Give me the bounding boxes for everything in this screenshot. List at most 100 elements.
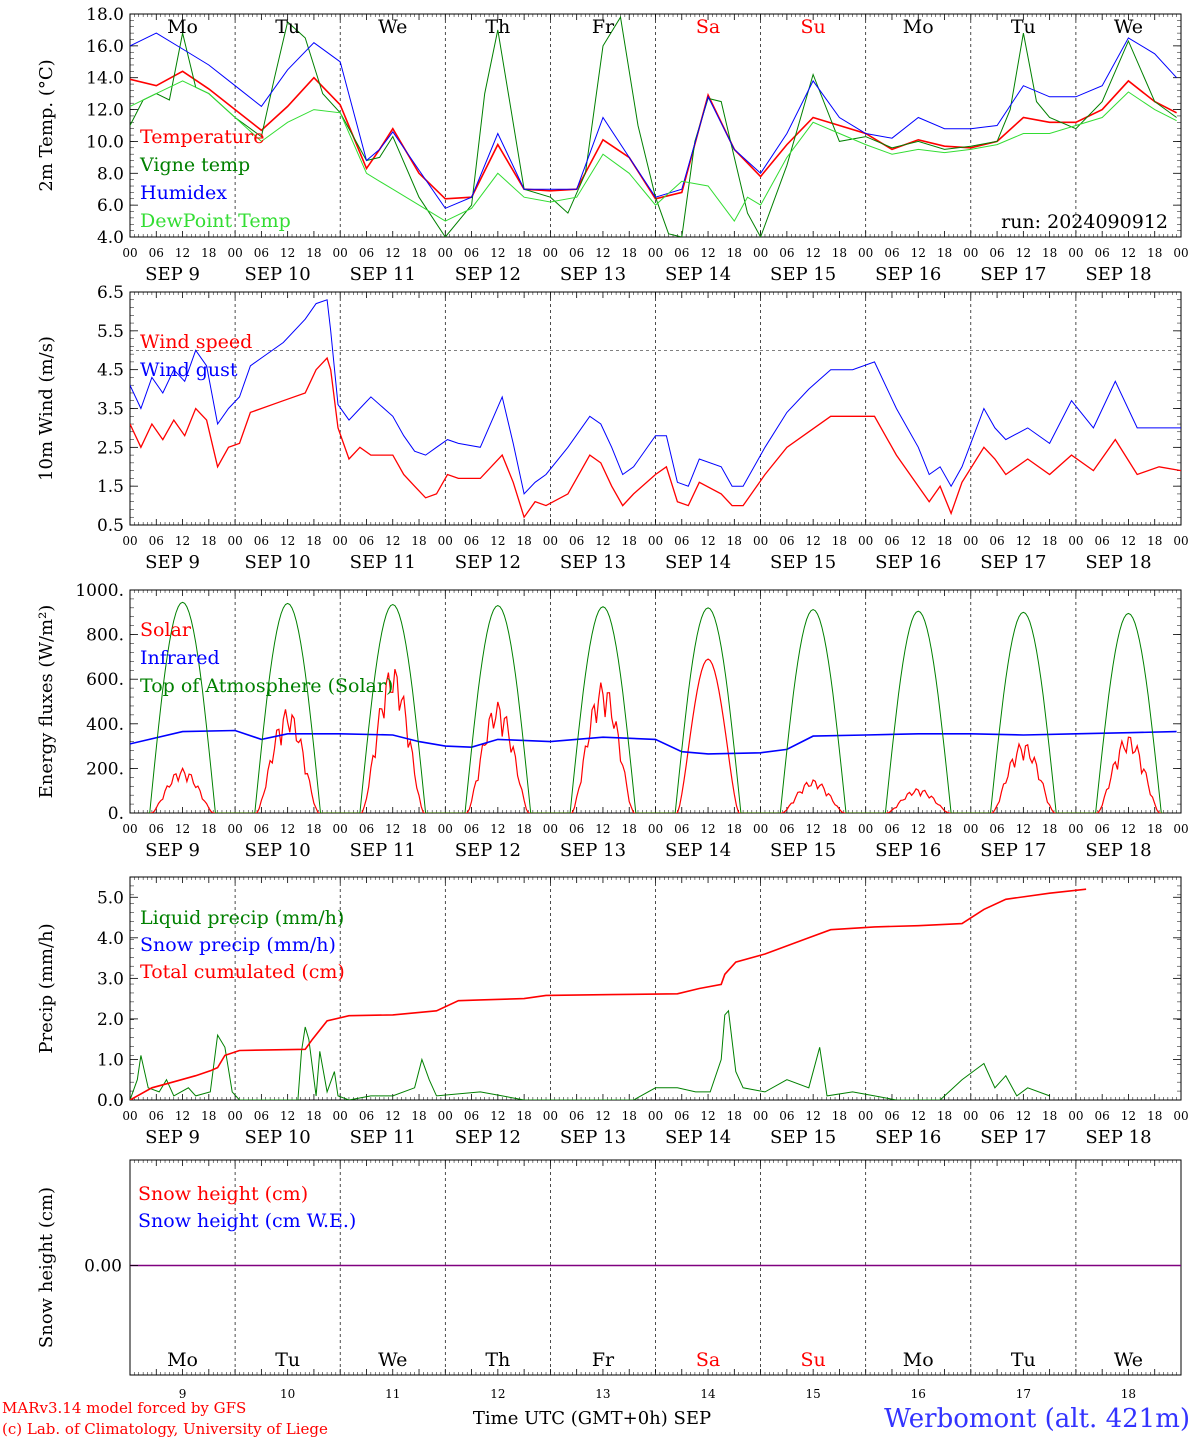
date-label: SEP 15 xyxy=(770,840,836,861)
legend-entry: Temperature xyxy=(140,126,264,148)
hour-tick-label: 06 xyxy=(779,822,794,836)
date-label: SEP 18 xyxy=(1085,552,1151,573)
hour-tick-label: 18 xyxy=(1147,822,1162,836)
hour-tick-label: 06 xyxy=(254,1109,269,1123)
hour-tick-label: 18 xyxy=(306,246,321,260)
hour-tick-label: 12 xyxy=(1016,246,1031,260)
date-label: SEP 10 xyxy=(245,1127,311,1148)
date-label: SEP 15 xyxy=(770,264,836,285)
y-tick-label: 18.0 xyxy=(86,5,124,25)
hour-tick-label: 18 xyxy=(1042,1109,1057,1123)
weekday-label-top: Tu xyxy=(275,16,300,38)
hour-tick-label: 18 xyxy=(1147,534,1162,548)
hour-tick-label: 18 xyxy=(1147,1109,1162,1123)
date-label: SEP 11 xyxy=(350,840,416,861)
date-label: SEP 10 xyxy=(245,840,311,861)
date-label: SEP 13 xyxy=(560,840,626,861)
hour-tick-label: 00 xyxy=(753,534,768,548)
hour-tick-label: 00 xyxy=(438,534,453,548)
hour-tick-label: 06 xyxy=(779,246,794,260)
hour-tick-label: 12 xyxy=(280,534,295,548)
hour-tick-label: 06 xyxy=(254,822,269,836)
hour-tick-label: 06 xyxy=(359,1109,374,1123)
hour-tick-label: 00 xyxy=(227,246,242,260)
series-line-2 xyxy=(130,888,1087,1100)
date-label: SEP 18 xyxy=(1085,840,1151,861)
y-tick-label: 16.0 xyxy=(86,37,124,57)
legend-entry: Humidex xyxy=(140,182,227,204)
series-line-1 xyxy=(130,299,1181,495)
y-tick-label: 6.5 xyxy=(97,283,124,303)
hour-tick-label: 00 xyxy=(1068,246,1083,260)
y-tick-label: 1.5 xyxy=(97,477,124,497)
hour-tick-label: 06 xyxy=(569,1109,584,1123)
day-number-label: 13 xyxy=(595,1387,610,1401)
date-label: SEP 14 xyxy=(665,264,731,285)
y-tick-label: 3.5 xyxy=(97,400,124,420)
hour-tick-label: 00 xyxy=(122,1109,137,1123)
date-label: SEP 9 xyxy=(145,552,200,573)
weekday-label-top: We xyxy=(378,16,407,38)
date-label: SEP 17 xyxy=(980,552,1046,573)
x-axis-title: Time UTC (GMT+0h) SEP xyxy=(473,1408,711,1429)
hour-tick-label: 18 xyxy=(516,1109,531,1123)
hour-tick-label: 00 xyxy=(227,534,242,548)
hour-tick-label: 00 xyxy=(648,246,663,260)
hour-tick-label: 12 xyxy=(1121,246,1136,260)
y-axis-label: Energy fluxes (W/m²) xyxy=(36,605,57,799)
hour-tick-label: 00 xyxy=(753,822,768,836)
hour-tick-label: 12 xyxy=(280,822,295,836)
hour-tick-label: 12 xyxy=(700,1109,715,1123)
hour-tick-label: 12 xyxy=(175,822,190,836)
hour-tick-label: 18 xyxy=(727,246,742,260)
hour-tick-label: 12 xyxy=(911,822,926,836)
weekday-label-top: Tu xyxy=(1011,16,1036,38)
hour-tick-label: 06 xyxy=(779,534,794,548)
hour-tick-label: 12 xyxy=(595,822,610,836)
hour-tick-label: 06 xyxy=(464,822,479,836)
hour-tick-label: 12 xyxy=(595,534,610,548)
hour-tick-label: 00 xyxy=(543,246,558,260)
day-number-label: 17 xyxy=(1016,1387,1031,1401)
hour-tick-label: 00 xyxy=(858,534,873,548)
hour-tick-label: 18 xyxy=(1042,822,1057,836)
hour-tick-label: 00 xyxy=(648,534,663,548)
y-tick-label: 5.5 xyxy=(97,322,124,342)
run-label: run: 2024090912 xyxy=(1001,211,1168,233)
hour-tick-label: 06 xyxy=(359,246,374,260)
hour-tick-label: 00 xyxy=(438,822,453,836)
y-tick-label: 600. xyxy=(86,670,124,690)
day-number-label: 11 xyxy=(385,1387,400,1401)
hour-tick-label: 06 xyxy=(674,246,689,260)
hour-tick-label: 06 xyxy=(569,534,584,548)
hour-tick-label: 12 xyxy=(175,246,190,260)
chart-panel-1: 00 06 12 18 00 06 12 18 00 06 12 18 00 06 12 18 00 06 12 18… xyxy=(36,5,1189,285)
date-label: SEP 17 xyxy=(980,1127,1046,1148)
hour-tick-label: 18 xyxy=(622,534,637,548)
plot-frame xyxy=(129,13,1182,238)
hour-tick-label: 18 xyxy=(516,246,531,260)
hour-tick-label: 00 xyxy=(1173,1109,1188,1123)
hour-tick-label: 00 xyxy=(858,1109,873,1123)
weekday-label-bottom: Tu xyxy=(1011,1349,1036,1371)
series-line-1 xyxy=(130,15,1177,237)
date-label: SEP 9 xyxy=(145,840,200,861)
y-tick-label: 0. xyxy=(108,804,124,824)
hour-tick-label: 00 xyxy=(648,822,663,836)
hour-tick-label: 00 xyxy=(1068,822,1083,836)
hour-tick-label: 18 xyxy=(832,534,847,548)
weekday-label-top: Mo xyxy=(167,16,198,38)
hour-tick-label: 18 xyxy=(832,246,847,260)
hour-tick-label: 18 xyxy=(1147,246,1162,260)
date-label: SEP 11 xyxy=(350,264,416,285)
weekday-label-top: Su xyxy=(801,16,826,38)
legend-entry: Snow height (cm) xyxy=(138,1183,308,1205)
date-label: SEP 16 xyxy=(875,1127,941,1148)
legend-entry: DewPoint Temp xyxy=(140,210,291,232)
date-label: SEP 11 xyxy=(350,1127,416,1148)
hour-tick-label: 12 xyxy=(385,246,400,260)
hour-tick-label: 00 xyxy=(1173,246,1188,260)
date-label: SEP 18 xyxy=(1085,264,1151,285)
y-tick-label: 3.0 xyxy=(97,969,124,989)
